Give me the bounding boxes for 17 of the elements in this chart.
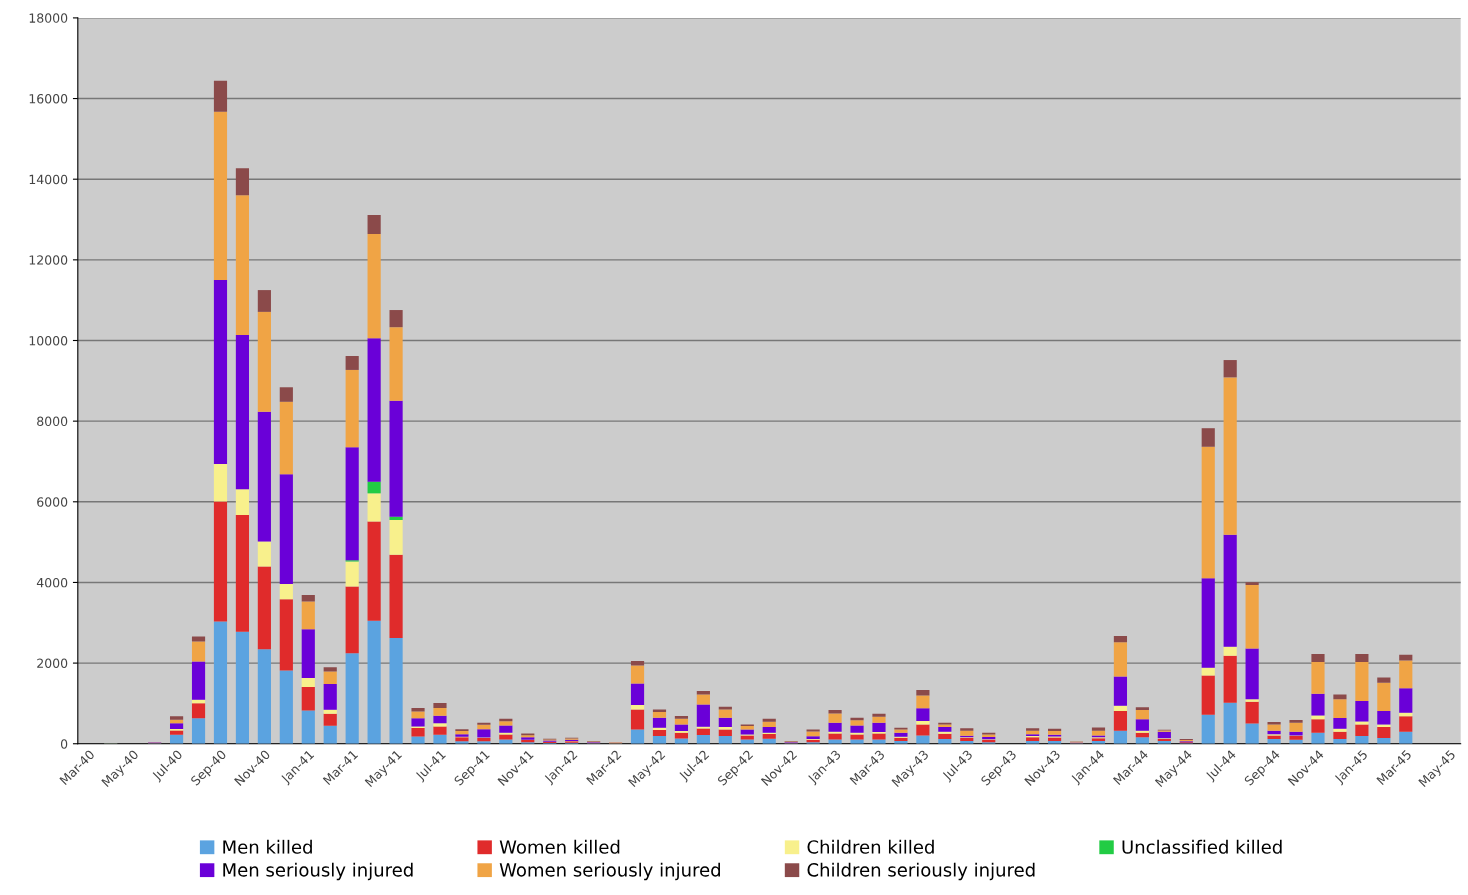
y-tick-label: 18000 bbox=[29, 13, 68, 23]
legend-label: Women killed bbox=[499, 839, 620, 854]
legend-label: Unclassified killed bbox=[1122, 839, 1282, 854]
y-tick-label: 2000 bbox=[37, 658, 68, 669]
y-tick-label: 6000 bbox=[37, 497, 68, 507]
legend-label: Children killed bbox=[807, 839, 934, 854]
legend-label: Men killed bbox=[223, 839, 312, 854]
y-tick-label: 10000 bbox=[29, 335, 68, 346]
y-tick-label: 4000 bbox=[36, 577, 68, 588]
legend-label: Women seriously injured bbox=[499, 862, 720, 881]
legend-label: Men seriously injured bbox=[223, 862, 413, 881]
y-tick-label: 0 bbox=[60, 739, 68, 749]
y-tick-label: 16000 bbox=[29, 94, 68, 104]
y-tick-label: 8000 bbox=[37, 416, 68, 427]
y-tick-label: 12000 bbox=[29, 255, 68, 265]
legend-label: Children seriously injured bbox=[807, 862, 1035, 881]
y-tick-label: 14000 bbox=[29, 174, 68, 185]
